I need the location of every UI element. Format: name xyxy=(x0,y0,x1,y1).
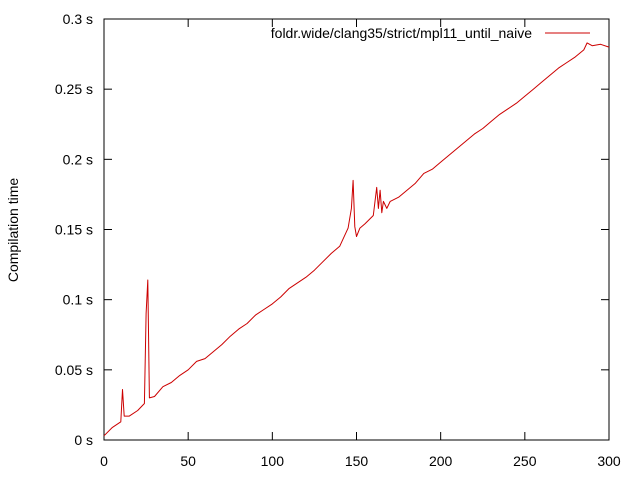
y-tick-label: 0.3 s xyxy=(63,11,93,27)
series-layer xyxy=(103,42,610,437)
y-tick-label: 0.05 s xyxy=(55,362,93,378)
y-tick-label: 0.2 s xyxy=(63,151,93,167)
x-tick-label: 0 xyxy=(100,453,108,469)
x-tick-label: 250 xyxy=(513,453,537,469)
legend: foldr.wide/clang35/strict/mpl11_until_na… xyxy=(271,25,590,41)
x-tick-label: 150 xyxy=(345,453,369,469)
x-tick-label: 300 xyxy=(597,453,621,469)
y-tick-label: 0.15 s xyxy=(55,222,93,238)
y-tick-label: 0.25 s xyxy=(55,81,93,97)
plot-frame xyxy=(103,18,610,441)
x-tick-label: 200 xyxy=(429,453,453,469)
legend-label: foldr.wide/clang35/strict/mpl11_until_na… xyxy=(271,25,532,41)
y-axis-ticks: 0 s 0.05 s 0.1 s 0.15 s 0.2 s 0.25 s 0.3 s xyxy=(55,11,609,448)
y-axis-title: Compilation time xyxy=(5,178,21,282)
y-tick-label: 0 s xyxy=(74,432,93,448)
x-axis-ticks: 0 50 100 150 200 250 300 xyxy=(100,19,621,469)
series-line xyxy=(103,42,610,437)
x-tick-label: 100 xyxy=(261,453,285,469)
x-tick-label: 50 xyxy=(180,453,196,469)
y-tick-label: 0.1 s xyxy=(63,292,93,308)
